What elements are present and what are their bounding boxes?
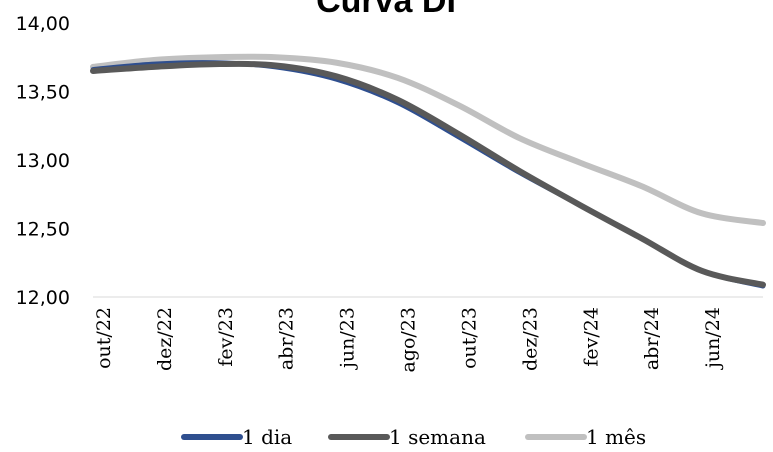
y-tick-label: 13,00: [16, 150, 70, 172]
y-tick-label: 13,50: [16, 82, 70, 104]
x-tick-label: ago/23: [398, 307, 420, 373]
x-tick-label: dez/22: [154, 307, 176, 371]
x-tick-label: dez/23: [519, 307, 541, 371]
x-tick-label: jun/24: [702, 307, 724, 370]
x-tick-label: fev/24: [580, 307, 602, 367]
y-tick-label: 12,50: [16, 219, 70, 241]
legend-label-0: 1 dia: [242, 425, 292, 449]
legend: 1 dia 1 semana 1 mês: [181, 425, 646, 449]
y-tick-label: 14,00: [16, 13, 70, 35]
series-layer: [90, 53, 766, 289]
chart-title: Curva DI: [316, 0, 456, 20]
x-tick-label: abr/23: [276, 307, 298, 370]
series-line-1: [90, 60, 766, 288]
legend-label-1: 1 semana: [389, 425, 486, 449]
x-tick-label: abr/24: [641, 307, 663, 370]
x-tick-label: out/22: [93, 307, 115, 369]
series-line-2: [90, 53, 766, 227]
y-tick-label: 12,00: [16, 287, 70, 309]
x-tick-label: out/23: [458, 307, 480, 369]
x-tick-label: jun/23: [337, 307, 359, 370]
x-tick-label: fev/23: [215, 307, 237, 367]
legend-label-2: 1 mês: [586, 425, 646, 449]
y-axis: 14,00 13,50 13,00 12,50 12,00: [16, 13, 70, 309]
x-axis: out/22 dez/22 fev/23 abr/23 jun/23 ago/23 out/…: [93, 296, 763, 373]
